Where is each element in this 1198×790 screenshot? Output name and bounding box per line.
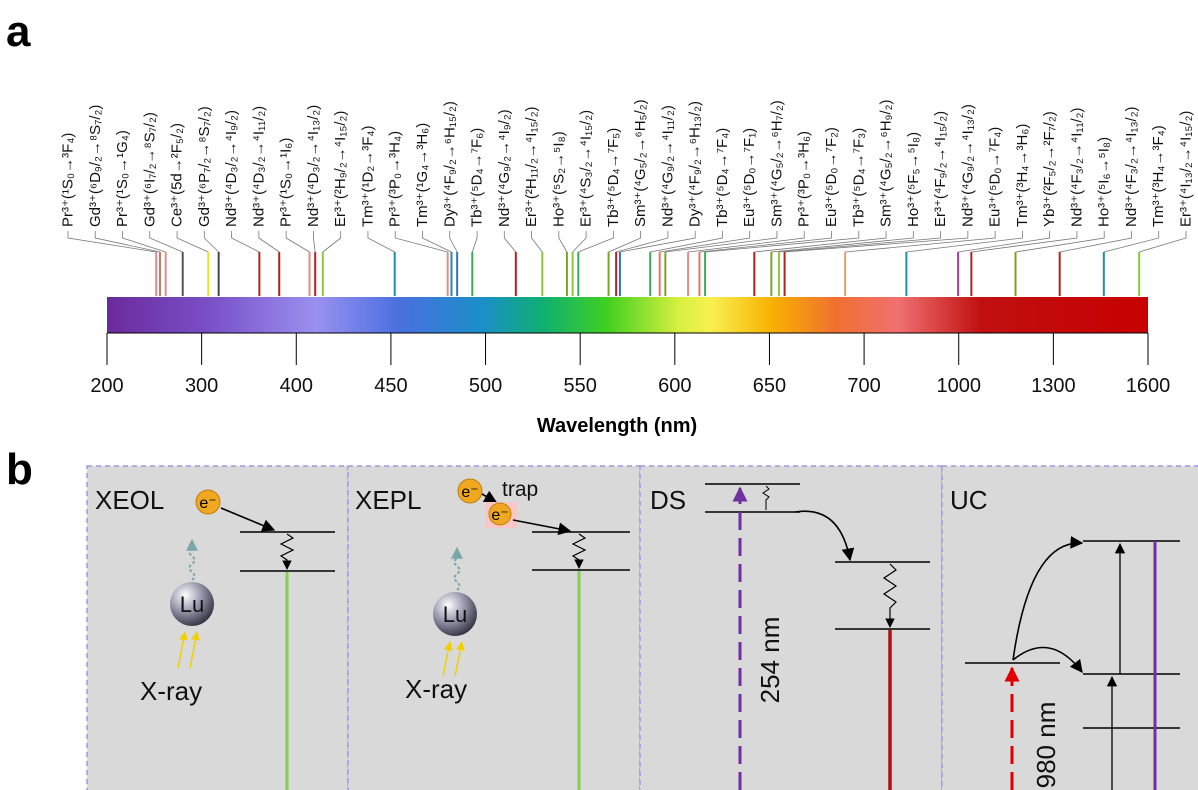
transition-label: Er³⁺(⁴S₃/₂→⁴I₁₅/₂): [578, 110, 595, 227]
transition-label: Tm³⁺(³H₄→³H₆): [1014, 124, 1031, 227]
tick-label: 650: [753, 375, 786, 397]
transition-label: Er³⁺(⁴I₁₃/₂→⁴I₁₅/₂): [1178, 111, 1195, 227]
transition-label: Nd³⁺(⁴G₉/₂→⁴I₉/₂): [496, 109, 513, 227]
transition-label: Yb³⁺(²F₅/₂→²F₇/₂): [1041, 111, 1058, 227]
tick-label: 500: [469, 375, 502, 397]
transition-label: Er³⁺(²H₉/₂→⁴I₁₅/₂): [332, 111, 349, 227]
transition-label: Ho³⁺(⁵I₆→⁵I₈): [1096, 137, 1113, 227]
transition-label: Nd³⁺(⁴G₉/₂→⁴I₁₃/₂): [959, 104, 976, 227]
panel-letter: a: [6, 7, 31, 56]
transition-label: Ce³⁺(5d→²F₅/₂): [169, 123, 186, 227]
transition-label: Er³⁺(⁴F₉/₂→⁴I₁₅/₂): [932, 111, 949, 227]
source-label: X-ray: [140, 676, 202, 706]
transition-label: Pr³⁺(¹S₀→¹G₄): [114, 130, 131, 227]
transition-label: Gd³⁺(⁶P₇/₂→⁸S₇/₂): [196, 106, 213, 227]
panel-title: XEOL: [95, 485, 164, 515]
transition-label: Tm³⁺(³H₄→³F₄): [1150, 125, 1167, 227]
transition-label: Dy³⁺(⁴F₉/₂→⁶H₁₃/₂): [687, 101, 704, 227]
connector: [395, 231, 447, 252]
connector: [573, 231, 586, 252]
connector: [450, 231, 457, 252]
transition-label: Pr³⁺(¹S₀→¹I₆): [278, 138, 295, 227]
tick-label: 1600: [1126, 375, 1171, 397]
transition-label: Tm³⁺(¹G₄→³H₆): [414, 123, 431, 227]
connector: [559, 231, 567, 252]
figure: a Pr³⁺(¹S₀→³F₄)Gd³⁺(⁶D₉/₂→⁸S₇/₂)Pr³⁺(¹S₀…: [0, 0, 1198, 790]
tick-label: 600: [658, 375, 691, 397]
transition-label: Tb³⁺(⁵D₄→⁷F₃): [850, 128, 867, 227]
transition-label: Ho³⁺(⁵F₅→⁵I₈): [905, 132, 922, 227]
connector: [232, 231, 260, 252]
connector: [578, 231, 613, 252]
electron-label: e⁻: [199, 495, 216, 512]
connector: [323, 231, 341, 252]
transition-label: Eu³⁺(⁵D₀→⁷F₂): [823, 127, 840, 227]
transition-label: Eu³⁺(⁵D₀→⁷F₄): [987, 127, 1004, 227]
transition-label: Tb³⁺(⁵D₄→⁷F₅): [605, 128, 622, 227]
transition-label: Tm³⁺(¹D₂→³F₄): [359, 126, 376, 228]
atom-label: Lu: [443, 602, 467, 627]
connector: [532, 231, 543, 252]
connector: [472, 231, 477, 252]
electron-label: e⁻: [491, 507, 508, 524]
transition-label: Nd³⁺(⁴D₃/₂→⁴I₁₃/₂): [305, 105, 322, 227]
transition-label: Pr³⁺(³P₀→³H₄): [387, 131, 404, 227]
transition-label: Nd³⁺(⁴D₃/₂→⁴I₉/₂): [223, 110, 240, 227]
panel-title: XEPL: [355, 485, 422, 515]
tick-label: 550: [563, 375, 596, 397]
transition-label: Sm³⁺(⁴G₅/₂→⁶H₅/₂): [632, 99, 649, 227]
tick-label: 450: [374, 375, 407, 397]
axis-title: Wavelength (nm): [537, 415, 697, 437]
connector: [771, 231, 913, 252]
tick-label: 700: [847, 375, 880, 397]
transition-label: Nd³⁺(⁴G₉/₂→⁴I₁₁/₂): [659, 105, 676, 227]
connector: [204, 231, 218, 252]
transition-label: Sm³⁺(⁴G₅/₂→⁶H₇/₂): [768, 100, 785, 227]
transitions: Pr³⁺(¹S₀→³F₄) Gd³⁺(⁶D₉/₂→⁸S₇/₂) Pr³⁺(¹S₀→¹…: [60, 99, 1195, 296]
connector: [313, 231, 315, 252]
tick-label: 200: [90, 375, 123, 397]
transition-label: Pr³⁺(³P₀→³H₆): [796, 131, 813, 227]
transition-label: Tb³⁺(⁵D₄→⁷F₆): [469, 128, 486, 227]
panel-letter: b: [6, 445, 33, 494]
connector: [1060, 231, 1132, 252]
connector: [616, 231, 668, 252]
connector: [620, 231, 695, 252]
tick-label: 1300: [1031, 375, 1076, 397]
connector: [177, 231, 208, 252]
connector: [504, 231, 516, 252]
excitation-label: 254 nm: [755, 617, 785, 704]
spectrum-bar: [107, 297, 1148, 333]
connector: [286, 231, 309, 252]
transition-label: Tb³⁺(⁵D₄→⁷F₄): [714, 128, 731, 227]
transition-label: Eu³⁺(⁵D₀→⁷F₁): [741, 128, 758, 227]
connector: [259, 231, 279, 252]
connector: [95, 231, 160, 252]
transition-label: Ho³⁺(⁵S₂→⁵I₈): [550, 131, 567, 227]
transition-label: Pr³⁺(¹S₀→³F₄): [60, 133, 77, 227]
panel-title: DS: [650, 485, 686, 515]
trap-label: trap: [502, 478, 538, 501]
connector: [368, 231, 395, 252]
panel-title: UC: [950, 485, 988, 515]
transition-label: Nd³⁺(⁴D₃/₂→⁴I₁₁/₂): [250, 106, 267, 227]
tick-label: 400: [280, 375, 313, 397]
tick-label: 1000: [936, 375, 981, 397]
excitation-label: 980 nm: [1031, 702, 1061, 789]
source-label: X-ray: [405, 674, 467, 704]
transition-label: Nd³⁺(⁴F₃/₂→⁴I₁₃/₂): [1123, 106, 1140, 227]
transition-label: Sm³⁺(⁴G₅/₂→⁶H₉/₂): [878, 100, 895, 228]
transition-label: Gd³⁺(⁶I₇/₂→⁸S₇/₂): [141, 112, 158, 227]
tick-label: 300: [185, 375, 218, 397]
atom-label: Lu: [180, 592, 204, 617]
transition-label: Nd³⁺(⁴F₃/₂→⁴I₁₁/₂): [1068, 107, 1085, 227]
transition-label: Gd³⁺(⁶D₉/₂→⁸S₇/₂): [87, 105, 104, 227]
electron-label: e⁻: [461, 484, 478, 501]
transition-label: Er³⁺(²H₁₁/₂→⁴I₁₅/₂): [523, 106, 540, 227]
transition-label: Dy³⁺(⁴F₉/₂→⁶H₁₅/₂): [441, 101, 458, 227]
